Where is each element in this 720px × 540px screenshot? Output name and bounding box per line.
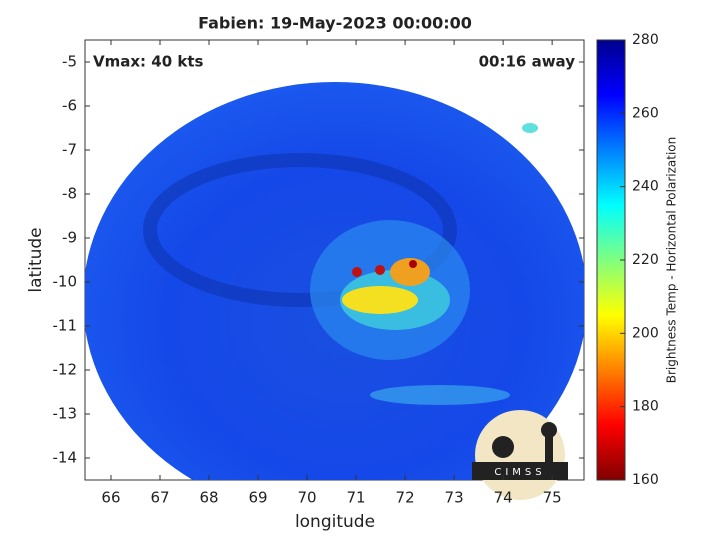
x-tick-label: 69	[248, 489, 267, 507]
y-tick-label: -5	[62, 53, 77, 71]
convection	[409, 260, 417, 268]
x-tick-label: 72	[396, 489, 415, 507]
convection	[375, 265, 385, 275]
y-axis-label: latitude	[26, 227, 46, 292]
x-tick-label: 73	[445, 489, 464, 507]
x-axis-label: longitude	[295, 512, 375, 532]
logo: CIMSS	[472, 410, 568, 500]
colorbar-tick-label: 160	[632, 472, 659, 488]
y-tick-label: -9	[62, 229, 77, 247]
annotation: 00:16 away	[479, 53, 576, 71]
colorbar-tick-label: 180	[632, 399, 659, 415]
convection	[352, 267, 362, 277]
chart-title: Fabien: 19-May-2023 00:00:00	[198, 14, 472, 33]
colorbar-tick-label: 220	[632, 252, 659, 268]
y-tick-label: -12	[53, 361, 78, 379]
colorbar-label: Brightness Temp - Horizontal Polarizatio…	[665, 137, 679, 384]
colorbar-tick-label: 240	[632, 179, 659, 195]
colorbar-tick-label: 200	[632, 325, 659, 341]
colorbar-tick-label: 280	[632, 32, 659, 48]
x-tick-label: 70	[298, 489, 317, 507]
annotation: Vmax: 40 kts	[93, 53, 203, 71]
x-tick-label: 74	[494, 489, 513, 507]
y-tick-label: -6	[62, 97, 77, 115]
band	[370, 385, 510, 405]
imagery	[85, 82, 584, 480]
logo-text: CIMSS	[494, 467, 545, 478]
y-tick-label: -10	[53, 273, 78, 291]
x-tick-label: 67	[150, 489, 169, 507]
x-tick-label: 66	[101, 489, 120, 507]
convection	[342, 286, 418, 314]
spot	[522, 123, 538, 133]
x-tick-label: 75	[543, 489, 562, 507]
y-tick-label: -13	[53, 405, 78, 423]
y-tick-label: -14	[53, 449, 78, 467]
y-tick-label: -11	[53, 317, 78, 335]
x-tick-label: 68	[199, 489, 218, 507]
y-tick-label: -7	[62, 141, 77, 159]
y-tick-label: -8	[62, 185, 77, 203]
x-tick-label: 71	[347, 489, 366, 507]
colorbar-tick-label: 260	[632, 105, 659, 121]
convection	[390, 258, 430, 286]
band	[143, 153, 457, 307]
